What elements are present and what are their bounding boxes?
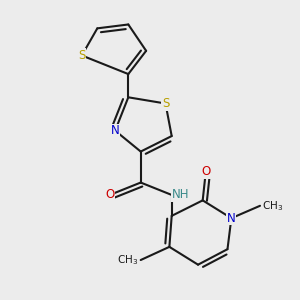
Text: N: N	[111, 124, 119, 137]
Text: O: O	[201, 165, 210, 178]
Text: NH: NH	[172, 188, 189, 201]
Text: S: S	[162, 97, 169, 110]
Text: CH$_3$: CH$_3$	[262, 199, 284, 213]
Text: S: S	[78, 49, 85, 62]
Text: O: O	[105, 188, 114, 201]
Text: N: N	[227, 212, 236, 225]
Text: CH$_3$: CH$_3$	[117, 253, 138, 267]
